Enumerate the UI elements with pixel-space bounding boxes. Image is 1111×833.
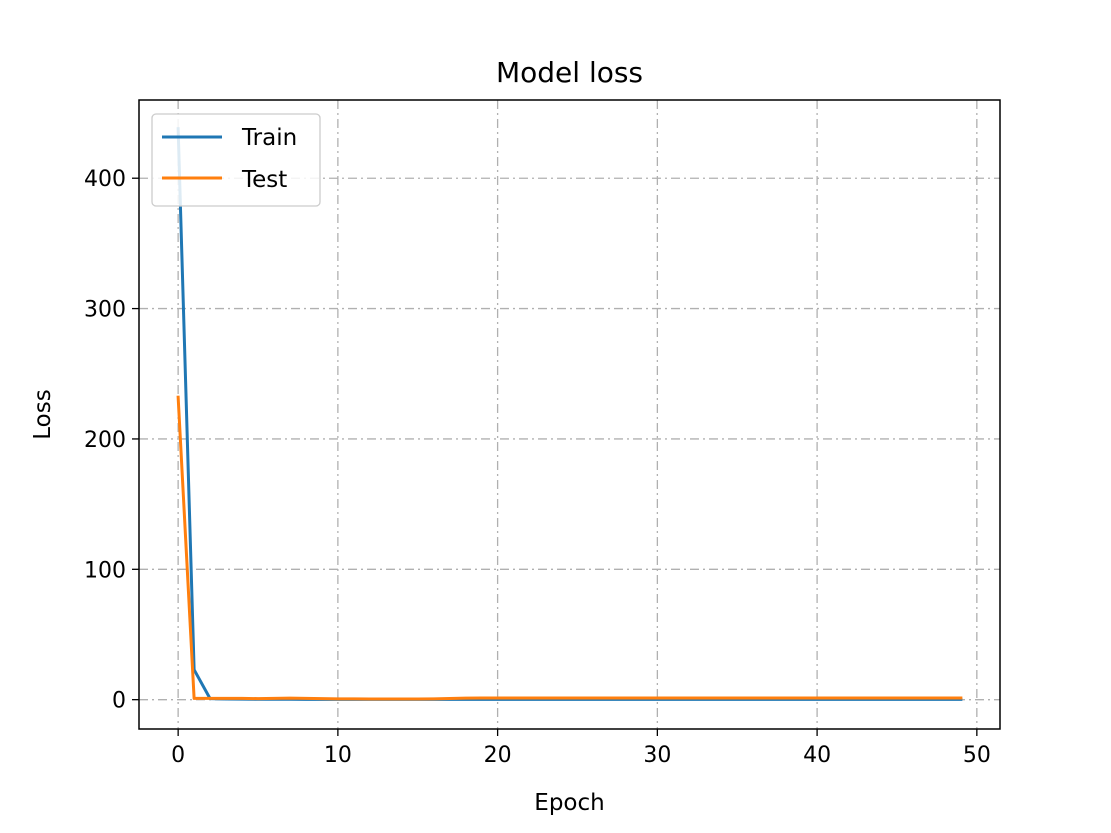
y-tick-label: 400 [84, 167, 126, 192]
ticks-layer: 0 10 20 30 40 50 0 100 200 300 400 [84, 167, 991, 768]
y-tick-label: 300 [84, 298, 126, 323]
legend: Train Test [151, 113, 321, 207]
x-tick-label: 0 [171, 743, 185, 768]
y-tick-label: 200 [84, 428, 126, 453]
x-axis-label: Epoch [534, 790, 604, 816]
legend-label-test: Test [241, 167, 287, 193]
x-tick-label: 20 [484, 743, 512, 768]
chart-title: Model loss [496, 56, 643, 89]
y-tick-label: 0 [112, 689, 126, 714]
legend-label-train: Train [241, 125, 297, 151]
x-tick-label: 40 [803, 743, 831, 768]
y-tick-label: 100 [84, 558, 126, 583]
x-tick-label: 50 [963, 743, 991, 768]
plot-frame [138, 99, 1001, 730]
series-line-test [176, 395, 963, 701]
x-tick-label: 30 [643, 743, 671, 768]
series-layer [176, 127, 963, 701]
y-axis-label: Loss [30, 389, 56, 439]
series-line-train [176, 127, 963, 701]
x-tick-label: 10 [324, 743, 352, 768]
